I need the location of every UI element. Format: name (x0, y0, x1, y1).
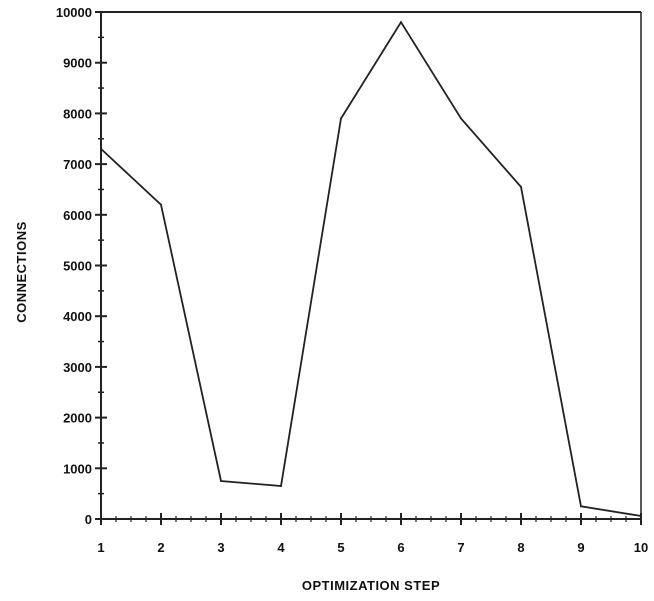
data-point (400, 21, 402, 24)
x-axis-label: OPTIMIZATION STEP (302, 578, 440, 593)
y-tick-label: 8000 (63, 106, 92, 121)
y-tick-label: 6000 (63, 208, 92, 223)
data-point (220, 480, 222, 482)
series-line (100, 20, 642, 517)
chart-axes (100, 11, 642, 520)
y-tick-label: 0 (85, 512, 92, 527)
x-tick-label: 3 (217, 540, 224, 555)
x-tick-label: 5 (337, 540, 344, 555)
x-tick-label: 6 (397, 540, 404, 555)
x-tick-label: 9 (577, 540, 584, 555)
y-tick-label: 1000 (63, 461, 92, 476)
data-point (460, 117, 462, 120)
data-point (640, 515, 642, 517)
x-tick-label: 8 (517, 540, 524, 555)
y-tick-label: 5000 (63, 259, 92, 274)
data-point (160, 203, 162, 206)
y-tick-label: 2000 (63, 411, 92, 426)
x-axis-ticks: 1 2 3 4 5 6 7 8 9 10 (97, 513, 648, 555)
y-axis-ticks: 0 1000 2000 3000 4000 5000 6000 7000 8000 9000 100… (56, 5, 107, 527)
y-tick-label: 4000 (63, 309, 92, 324)
data-point (520, 186, 522, 188)
x-tick-label: 2 (157, 540, 164, 555)
y-tick-label: 3000 (63, 360, 92, 375)
data-point (280, 485, 282, 487)
x-tick-label: 10 (634, 540, 648, 555)
data-point (100, 147, 102, 150)
y-tick-label: 10000 (56, 5, 92, 20)
chart-series (100, 20, 642, 517)
y-tick-label: 7000 (63, 157, 92, 172)
data-point (580, 505, 582, 508)
y-axis-label: CONNECTIONS (14, 221, 29, 323)
x-tick-label: 1 (97, 540, 104, 555)
data-point (340, 117, 342, 120)
x-tick-label: 7 (457, 540, 464, 555)
y-tick-label: 9000 (63, 56, 92, 71)
x-tick-label: 4 (277, 540, 285, 555)
